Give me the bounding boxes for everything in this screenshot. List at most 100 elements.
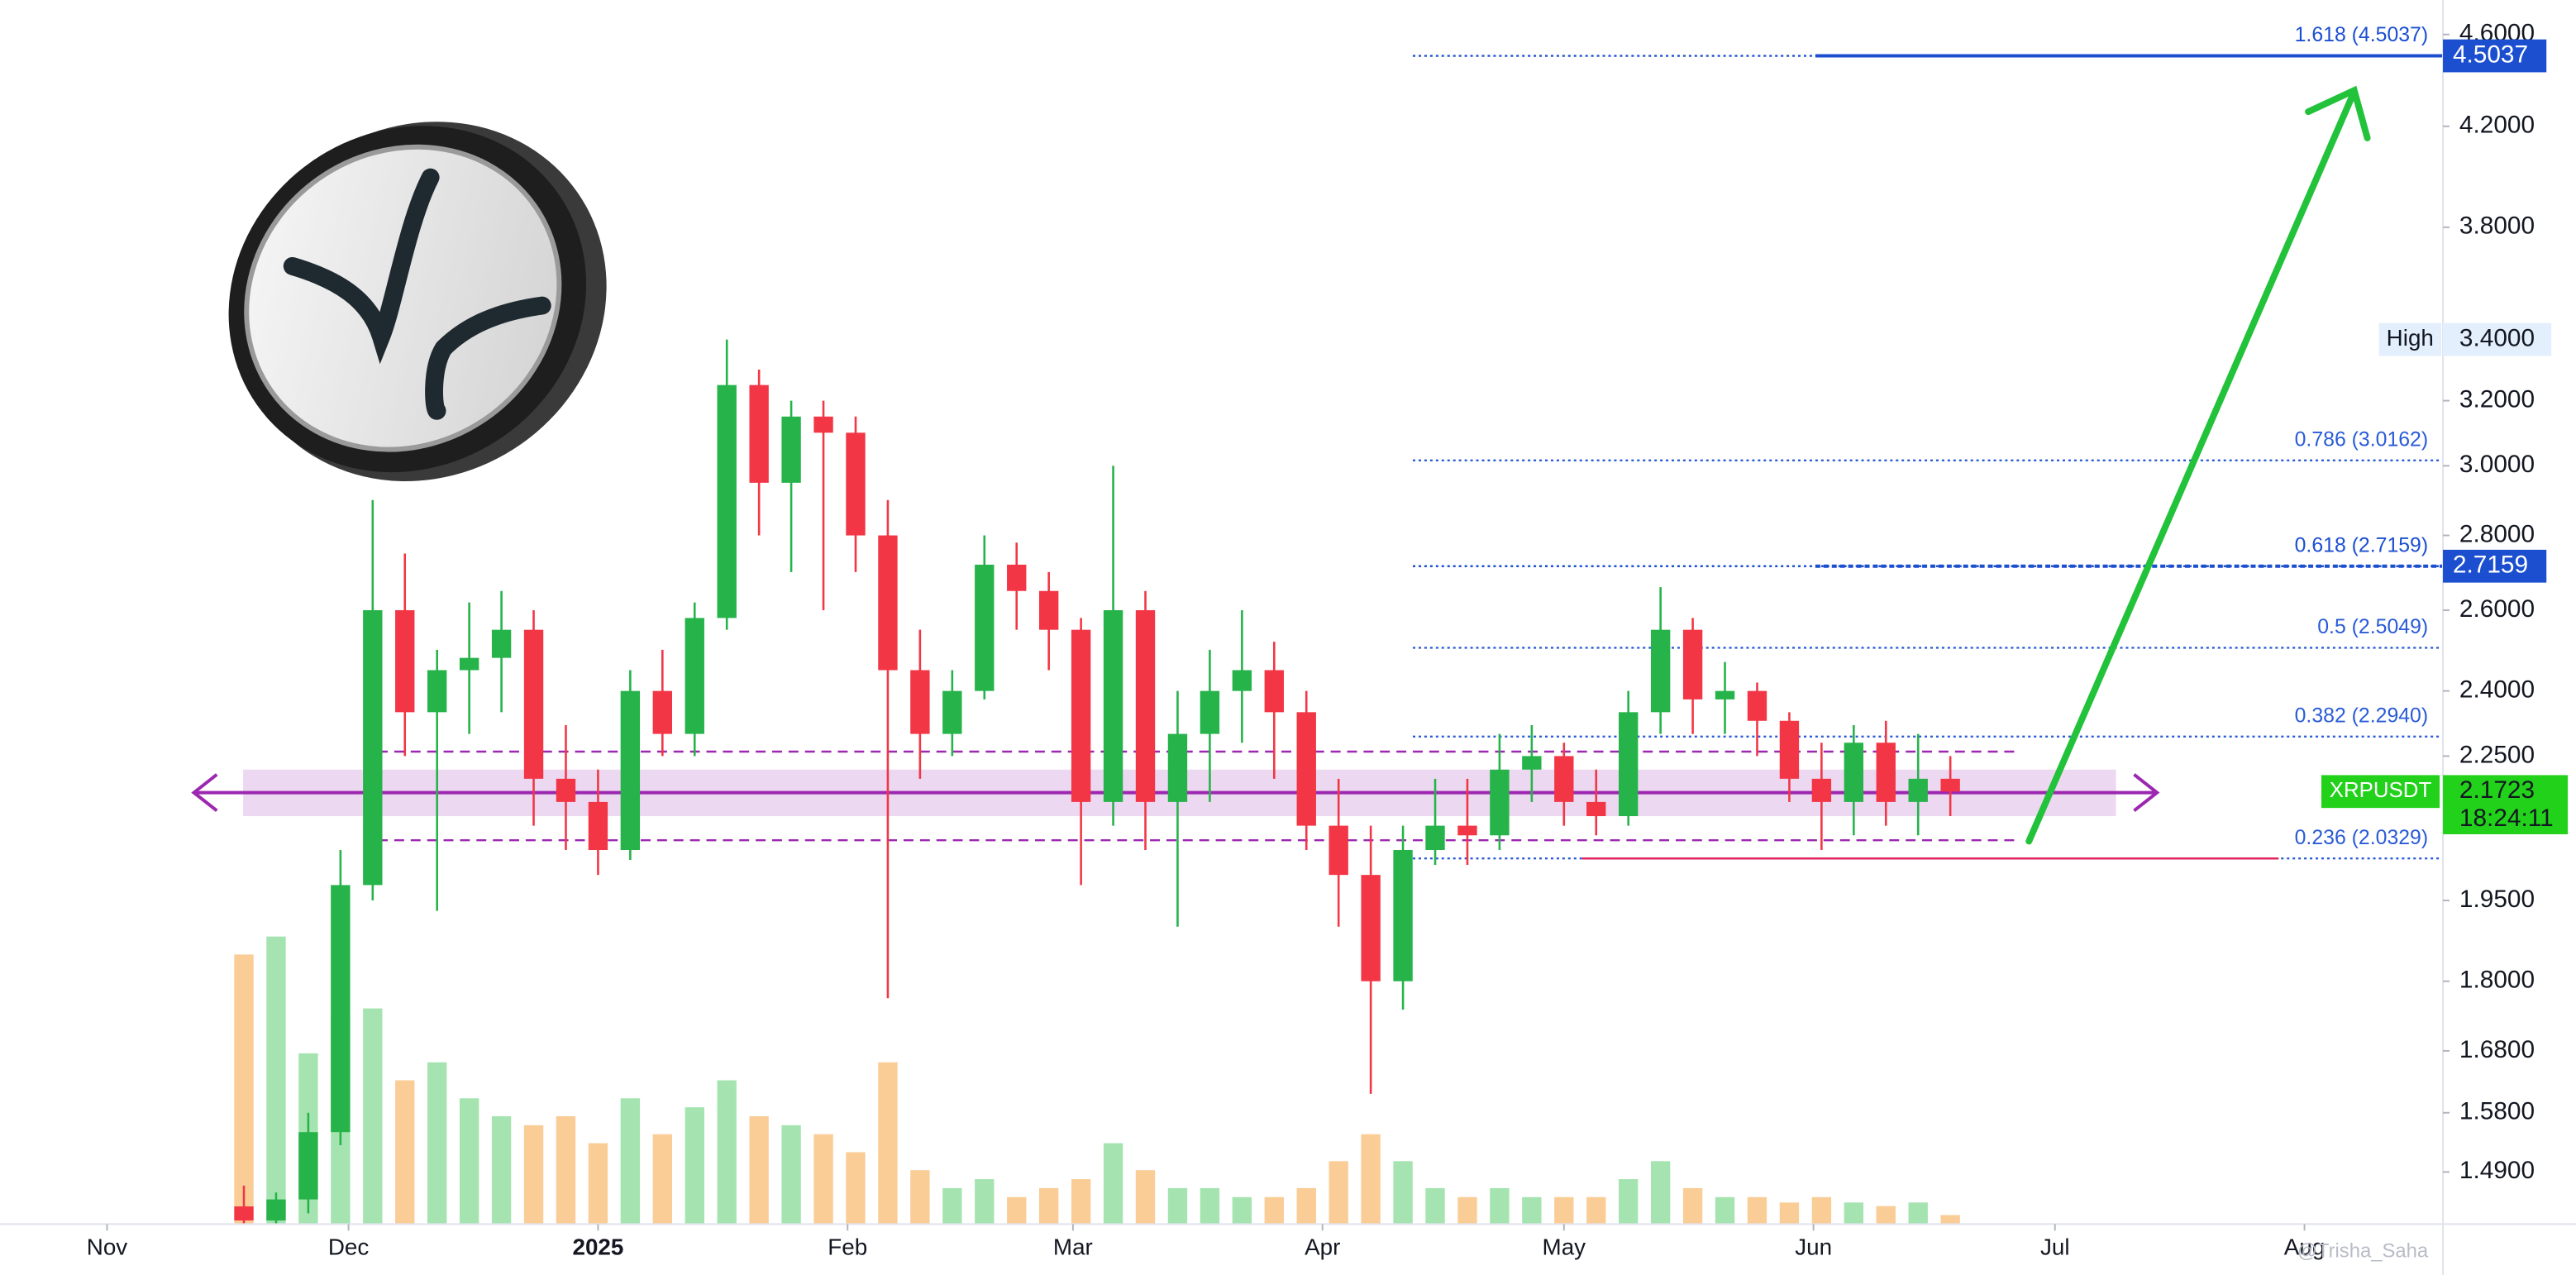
x-tick-label: 2025 [572, 1234, 623, 1260]
volume-layer [234, 936, 1960, 1225]
candle-body [781, 416, 801, 483]
volume-bar [1940, 1215, 1960, 1225]
volume-bar [652, 1134, 672, 1225]
candle-body [1682, 629, 1703, 700]
candle-layer [234, 339, 1960, 1225]
watermark: @Trisha_Saha [2297, 1239, 2429, 1262]
candle-body [1103, 609, 1123, 802]
target-arrow [2025, 85, 2371, 845]
volume-bar [1167, 1187, 1188, 1225]
candle-body [1264, 670, 1284, 713]
candle-body [298, 1132, 318, 1200]
volume-bar [459, 1098, 479, 1225]
candle-body [1007, 564, 1027, 591]
candle-body [846, 432, 866, 536]
volume-bar [1779, 1202, 1800, 1225]
candle-body [1490, 769, 1510, 836]
candle-body [975, 564, 995, 691]
volume-bar [1329, 1161, 1348, 1225]
candle-body [1071, 629, 1091, 802]
volume-bar [1264, 1196, 1284, 1225]
volume-bar [942, 1187, 962, 1225]
x-tick-label: May [1543, 1234, 1586, 1260]
volume-bar [363, 1008, 383, 1225]
volume-bar [1876, 1206, 1896, 1225]
candle-body [1876, 743, 1896, 802]
zone-arrow-left [191, 773, 218, 813]
candle-body [427, 670, 447, 713]
volume-bar [975, 1179, 995, 1225]
x-tick-label: Aug [2284, 1234, 2326, 1260]
fib-tag [2443, 39, 2547, 73]
candle-body [1200, 690, 1220, 734]
volume-bar [427, 1062, 447, 1225]
volume-bar [1682, 1187, 1703, 1225]
high-value-label: 3.4000 [2459, 324, 2535, 351]
last-price-label: 2.1723 [2459, 776, 2535, 804]
volume-bar [1296, 1187, 1316, 1225]
fib-label: 0.5 (2.5049) [2317, 616, 2428, 638]
volume-bar [1232, 1196, 1252, 1225]
volume-bar [1715, 1196, 1735, 1225]
volume-bar [1103, 1143, 1123, 1225]
volume-bar [1554, 1196, 1574, 1225]
candle-body [491, 629, 512, 658]
axis-layer: 4.60004.20003.80003.20003.00002.80002.60… [87, 20, 2569, 1260]
candle-body [234, 1206, 254, 1221]
candle-body [1908, 778, 1928, 802]
candle-body [331, 885, 351, 1133]
fib-label: 0.618 (2.7159) [2295, 534, 2429, 556]
candle-body [1747, 690, 1767, 721]
volume-bar [1844, 1202, 1864, 1225]
candle-body [266, 1199, 286, 1221]
volume-bar [1811, 1196, 1832, 1225]
countdown-label: 18:24:11 [2459, 805, 2554, 832]
volume-bar [1490, 1187, 1510, 1225]
candle-body [556, 778, 576, 802]
y-tick-label: 4.2000 [2459, 112, 2535, 139]
candle-body [717, 384, 737, 618]
volume-bar [1361, 1134, 1381, 1225]
volume-bar [266, 936, 286, 1225]
volume-bar [1071, 1179, 1091, 1225]
candle-body [878, 535, 898, 671]
volume-bar [910, 1170, 930, 1225]
candle-body [1586, 801, 1606, 817]
volume-bar [717, 1080, 737, 1225]
candle-body [749, 384, 769, 483]
fib-tag-label: 2.7159 [2453, 552, 2528, 579]
volume-bar [1038, 1187, 1059, 1225]
y-tick-label: 3.0000 [2459, 451, 2535, 478]
volume-bar [523, 1125, 544, 1225]
candle-body [1522, 756, 1542, 770]
candle-body [1135, 609, 1156, 802]
symbol-label: XRPUSDT [2330, 779, 2432, 802]
y-tick-label: 2.8000 [2459, 520, 2535, 547]
candle-body [1457, 825, 1477, 836]
candle-body [685, 618, 704, 734]
y-tick-label: 2.4000 [2459, 676, 2535, 704]
candle-body [652, 690, 672, 734]
volume-bar [1908, 1202, 1928, 1225]
candle-body [1361, 875, 1381, 981]
volume-bar [620, 1098, 641, 1225]
volume-bar [781, 1125, 801, 1225]
candle-body [942, 690, 962, 734]
fib-tag [2443, 549, 2547, 583]
volume-bar [685, 1107, 704, 1225]
candle-body [1650, 629, 1671, 713]
logo [228, 122, 607, 481]
candle-body [588, 801, 608, 851]
volume-bar [846, 1152, 866, 1225]
y-tick-label: 1.8000 [2459, 967, 2535, 994]
candle-body [1811, 778, 1832, 802]
candle-body [1425, 825, 1445, 851]
y-tick-label: 1.4900 [2459, 1157, 2535, 1184]
volume-bar [878, 1062, 898, 1225]
volume-bar [1135, 1170, 1156, 1225]
volume-bar [1457, 1196, 1477, 1225]
volume-bar [556, 1115, 576, 1225]
volume-bar [1586, 1196, 1606, 1225]
arrow-shaft [2025, 92, 2356, 845]
